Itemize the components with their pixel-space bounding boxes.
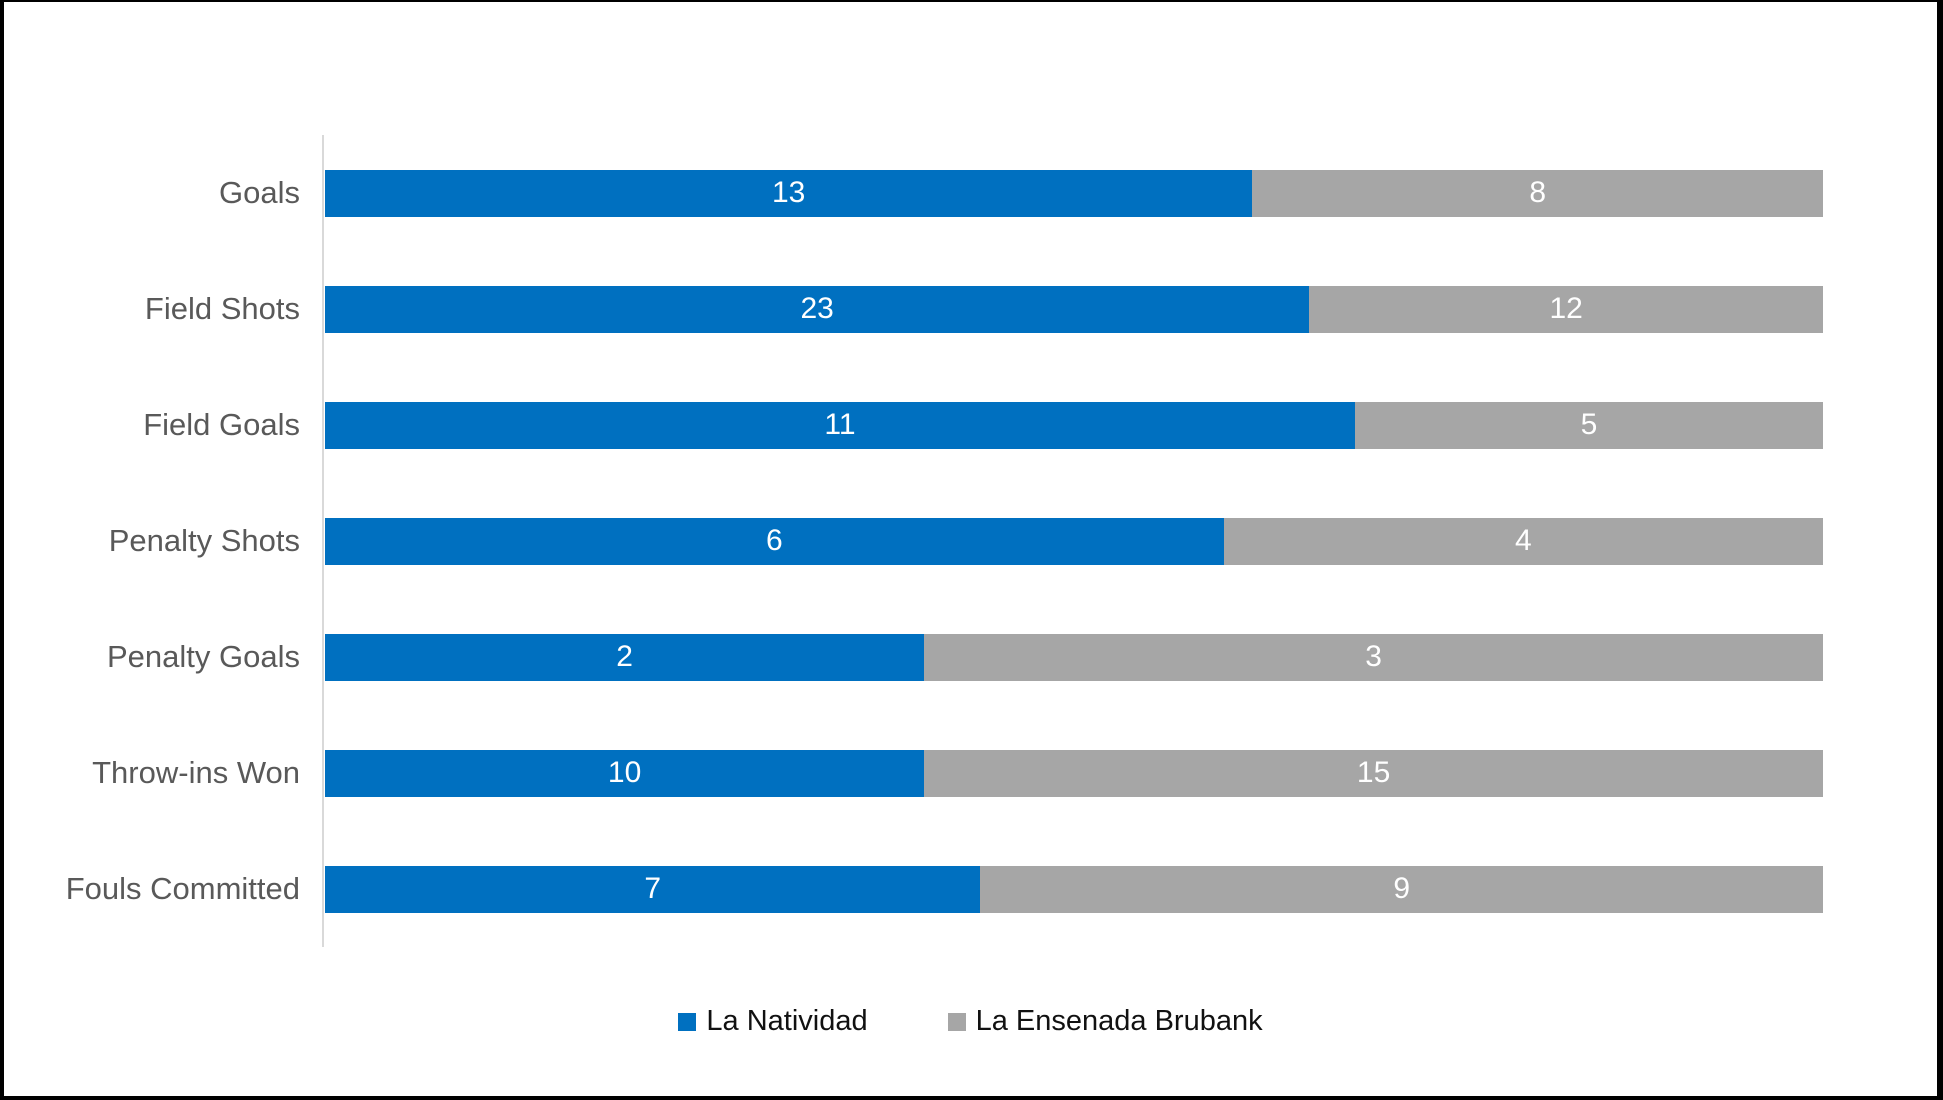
category-label: Penalty Shots xyxy=(108,522,300,558)
category-label: Goals xyxy=(219,174,300,210)
y-axis-line xyxy=(322,135,324,947)
data-label: 11 xyxy=(824,408,856,441)
bar-track: 11 5 xyxy=(325,401,1823,449)
legend-label: La Natividad xyxy=(706,1005,868,1037)
data-label: 13 xyxy=(771,176,806,209)
bar-segment-la-natividad: 13 xyxy=(325,169,1253,217)
data-label: 10 xyxy=(607,756,642,789)
data-label: 4 xyxy=(1515,524,1532,557)
plot-area: Goals 13 8 Field Shots 23 12 Field Goals 11 5 Pen… xyxy=(4,135,1937,947)
category-row-throw-ins-won: Throw-ins Won 10 15 xyxy=(4,715,1937,831)
bar-segment-la-ensenada-brubank: 3 xyxy=(924,633,1823,681)
bar-segment-la-ensenada-brubank: 15 xyxy=(924,749,1823,797)
category-label: Field Goals xyxy=(143,406,300,442)
bar-segment-la-ensenada-brubank: 8 xyxy=(1252,169,1823,217)
bar-segment-la-ensenada-brubank: 9 xyxy=(980,865,1823,913)
bar-segment-la-natividad: 10 xyxy=(325,749,925,797)
category-row-penalty-shots: Penalty Shots 6 4 xyxy=(4,483,1937,599)
data-label: 23 xyxy=(800,292,834,325)
bar-segment-la-natividad: 23 xyxy=(325,285,1310,333)
data-label: 9 xyxy=(1393,872,1411,905)
category-row-fouls-committed: Fouls Committed 7 9 xyxy=(4,831,1937,947)
category-label: Fouls Committed xyxy=(65,870,300,906)
bar-segment-la-natividad: 7 xyxy=(325,865,981,913)
data-label: 3 xyxy=(1365,640,1382,673)
category-label: Throw-ins Won xyxy=(92,754,300,790)
data-label: 15 xyxy=(1356,756,1391,789)
category-row-field-shots: Field Shots 23 12 xyxy=(4,251,1937,367)
data-label: 5 xyxy=(1580,408,1598,441)
bar-rows-container: Goals 13 8 Field Shots 23 12 Field Goals 11 5 Pen… xyxy=(4,135,1937,947)
data-label: 7 xyxy=(644,872,662,905)
data-label: 12 xyxy=(1549,292,1583,325)
category-row-goals: Goals 13 8 xyxy=(4,135,1937,251)
legend-swatch-blue-icon xyxy=(678,1012,697,1031)
category-row-penalty-goals: Penalty Goals 2 3 xyxy=(4,599,1937,715)
bar-segment-la-natividad: 11 xyxy=(325,401,1355,449)
legend: La Natividad La Ensenada Brubank xyxy=(4,1005,1937,1038)
bar-segment-la-natividad: 6 xyxy=(325,517,1224,565)
legend-item-la-natividad: La Natividad xyxy=(678,1005,868,1038)
category-row-field-goals: Field Goals 11 5 xyxy=(4,367,1937,483)
bar-segment-la-ensenada-brubank: 5 xyxy=(1354,401,1823,449)
bar-segment-la-ensenada-brubank: 4 xyxy=(1223,517,1823,565)
bar-segment-la-ensenada-brubank: 12 xyxy=(1309,285,1823,333)
data-label: 6 xyxy=(766,524,783,557)
category-label: Penalty Goals xyxy=(107,638,300,674)
data-label: 2 xyxy=(616,640,633,673)
data-label: 8 xyxy=(1529,176,1546,209)
bar-track: 13 8 xyxy=(325,169,1823,217)
category-label: Field Shots xyxy=(144,290,300,326)
legend-swatch-gray-icon xyxy=(947,1012,966,1031)
legend-label: La Ensenada Brubank xyxy=(975,1005,1263,1037)
bar-segment-la-natividad: 2 xyxy=(325,633,925,681)
bar-track: 23 12 xyxy=(325,285,1823,333)
legend-item-la-ensenada-brubank: La Ensenada Brubank xyxy=(947,1005,1263,1038)
bar-track: 10 15 xyxy=(325,749,1823,797)
